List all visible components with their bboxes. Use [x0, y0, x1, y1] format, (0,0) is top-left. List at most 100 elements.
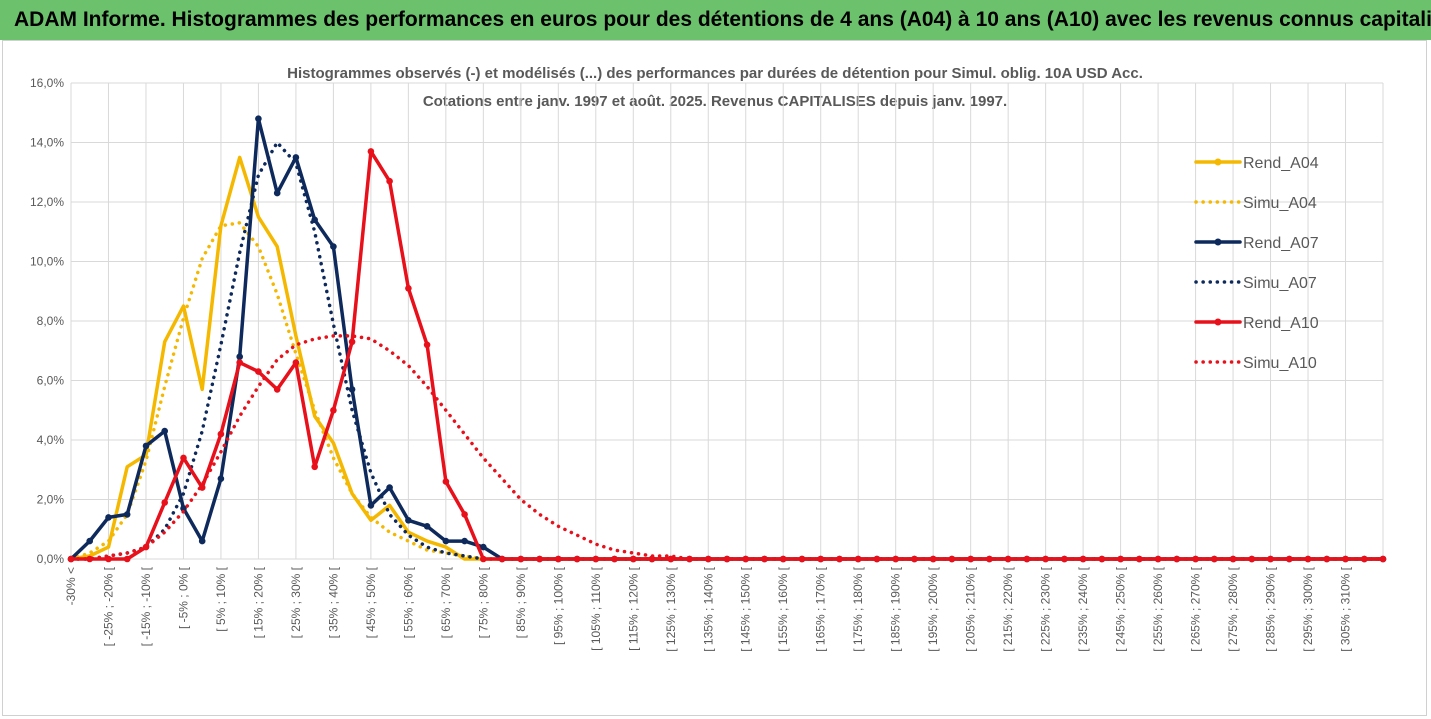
- data-point: [180, 505, 187, 512]
- data-point: [723, 555, 731, 563]
- data-point: [217, 475, 225, 483]
- data-point: [367, 502, 375, 509]
- data-point: [1042, 555, 1049, 563]
- data-point: [273, 189, 281, 197]
- data-point: [461, 537, 468, 545]
- x-tick-label: [ 215% ; 220% [: [1001, 566, 1015, 651]
- x-tick-label: [ 65% ; 70% [: [439, 566, 453, 638]
- y-tick-label: 14,0%: [30, 136, 64, 150]
- data-point: [273, 386, 281, 393]
- data-point: [348, 386, 356, 393]
- x-tick-label: [ 175% ; 180% [: [851, 566, 865, 651]
- series-Simu_A07: [69, 140, 1385, 561]
- x-tick-label: [ 295% ; 300% [: [1301, 566, 1315, 651]
- data-point: [423, 341, 431, 349]
- data-point: [386, 484, 393, 491]
- x-tick-label: [ 35% ; 40% [: [326, 566, 340, 638]
- data-point: [105, 514, 112, 521]
- data-point: [1079, 555, 1087, 563]
- legend-label-Simu_A04: Simu_A04: [1243, 195, 1317, 212]
- data-point: [180, 454, 187, 462]
- data-point: [236, 353, 243, 361]
- series-line-Simu_A04: [69, 221, 1385, 561]
- series-line-Rend_A10: [69, 149, 1385, 561]
- y-tick-label: 2,0%: [37, 493, 65, 507]
- data-point: [1304, 555, 1312, 563]
- x-tick-label: [ 245% ; 250% [: [1114, 566, 1128, 651]
- series-line-Simu_A07: [69, 140, 1385, 561]
- y-tick-label: 0,0%: [37, 552, 65, 566]
- x-tick-label: [ 75% ; 80% [: [476, 566, 490, 638]
- data-point: [442, 478, 450, 485]
- data-point: [123, 511, 131, 518]
- data-point: [592, 555, 600, 563]
- x-tick-label: [ -25% ; -20% [: [101, 566, 115, 646]
- series-line-Simu_A10: [69, 334, 1385, 561]
- legend-label-Rend_A10: Rend_A10: [1243, 315, 1319, 332]
- y-tick-label: 12,0%: [30, 195, 64, 209]
- data-point: [292, 359, 300, 366]
- series-Rend_A07: [67, 115, 1387, 563]
- x-tick-label: [ 275% ; 280% [: [1226, 566, 1240, 651]
- series-line-Rend_A07: [69, 116, 1385, 561]
- data-point: [555, 555, 562, 563]
- data-point: [442, 537, 450, 545]
- data-point: [873, 555, 881, 563]
- x-tick-label: [ 285% ; 290% [: [1264, 566, 1278, 651]
- series-Rend_A10: [67, 148, 1387, 563]
- data-point: [573, 555, 581, 563]
- legend-label-Simu_A07: Simu_A07: [1243, 275, 1317, 292]
- data-point: [255, 368, 262, 375]
- data-point: [405, 517, 412, 524]
- data-point: [405, 285, 412, 292]
- x-tick-label: [ 85% ; 90% [: [514, 566, 528, 638]
- legend-marker: [1214, 238, 1222, 246]
- series-Simu_A04: [69, 221, 1385, 561]
- y-tick-label: 8,0%: [37, 314, 65, 328]
- data-point: [517, 555, 525, 563]
- legend-marker: [1214, 158, 1222, 166]
- series-Rend_A04: [69, 155, 1385, 561]
- x-tick-label: [ 165% ; 170% [: [814, 566, 828, 651]
- x-tick-label: [ 5% ; 10% [: [214, 566, 228, 631]
- data-point: [386, 177, 393, 185]
- data-point: [480, 555, 487, 563]
- data-point: [367, 148, 375, 155]
- x-tick-label: [ -5% ; 0% [: [176, 566, 190, 629]
- x-tick-label: [ 115% ; 120% [: [626, 566, 640, 650]
- y-tick-label: 4,0%: [37, 433, 65, 447]
- x-tick-label: [ 235% ; 240% [: [1076, 566, 1090, 651]
- data-point: [1379, 555, 1387, 563]
- series-Simu_A10: [69, 334, 1385, 561]
- x-tick-label: [ 105% ; 110% [: [589, 566, 603, 650]
- x-tick-label: [ 145% ; 150% [: [739, 566, 753, 651]
- series-group: [67, 115, 1387, 563]
- x-tick-label: [ 265% ; 270% [: [1189, 566, 1203, 651]
- x-tick-label: [ 205% ; 210% [: [964, 566, 978, 651]
- x-tick-label: -30% <: [64, 567, 78, 605]
- report-banner-title: ADAM Informe. Histogrammes des performan…: [0, 0, 1431, 40]
- x-tick-label: [ 195% ; 200% [: [926, 566, 940, 651]
- data-point: [611, 555, 618, 563]
- x-tick-label: [ 125% ; 130% [: [664, 566, 678, 651]
- data-point: [217, 430, 225, 438]
- data-point: [986, 555, 993, 563]
- y-axis: 0,0% 2,0% 4,0% 6,0% 8,0% 10,0% 12,0% 14,0% 16,0%: [30, 76, 64, 566]
- data-point: [330, 243, 337, 250]
- data-point: [292, 154, 300, 161]
- x-axis: -30% < [ -25% ; -20% [ [ -15% ; -10% [ [ -5…: [64, 566, 1353, 651]
- legend-label-Rend_A04: Rend_A04: [1243, 155, 1319, 172]
- data-point: [536, 555, 543, 563]
- data-point: [1136, 555, 1143, 563]
- data-point: [929, 555, 937, 563]
- y-tick-label: 6,0%: [37, 374, 65, 388]
- x-tick-label: [ 55% ; 60% [: [401, 566, 415, 638]
- legend: Rend_A04 Simu_A04 Rend_A07 Simu_A07 Rend_A10…: [1194, 155, 1319, 372]
- chart-frame: Histogrammes observés (-) et modélisés (…: [2, 40, 1427, 716]
- data-point: [123, 555, 131, 563]
- data-point: [311, 463, 319, 471]
- legend-label-Rend_A07: Rend_A07: [1243, 235, 1319, 252]
- legend-marker: [1214, 318, 1222, 326]
- x-tick-label: [ 15% ; 20% [: [251, 566, 265, 638]
- x-tick-label: [ -15% ; -10% [: [139, 566, 153, 646]
